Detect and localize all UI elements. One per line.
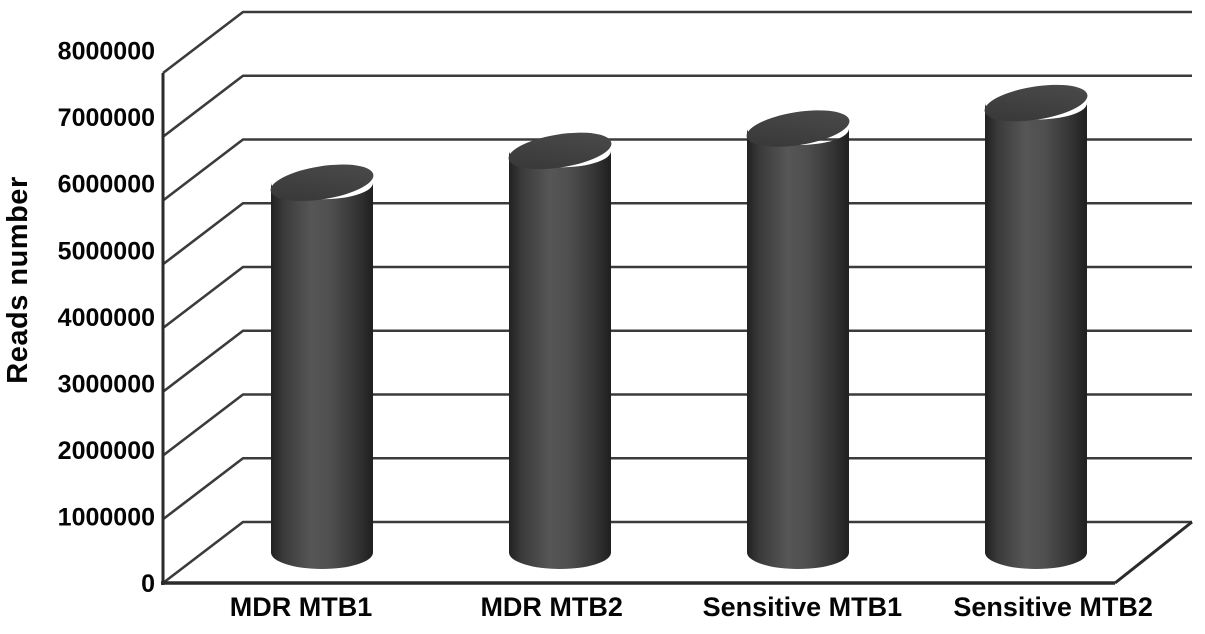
cylinder-bar-mdr-mtb2 [508,132,612,569]
cylinder-top-face [508,132,612,170]
gridline [162,329,1192,393]
cylinder-body [271,182,373,569]
y-tick-label: 4000000 [58,304,155,332]
gridline [162,520,1192,585]
cylinder-top-face [746,110,850,147]
cylinder-bar-mdr-mtb1 [270,164,374,569]
gridline [162,138,1192,202]
gridline [162,10,1192,75]
y-tick-label: 2000000 [58,437,155,465]
y-tick-label: 6000000 [58,171,155,199]
y-tick-label: 1000000 [58,503,155,531]
cylinder-top-face [270,164,374,201]
cylinder-bar-sensitive-mtb1 [746,110,850,569]
cylinder-body [747,128,849,569]
y-axis-title: Reads number [2,176,34,383]
cylinder-bar-sensitive-mtb2 [984,84,1088,569]
y-tick-label: 7000000 [58,104,155,132]
gridline [162,393,1192,457]
x-category-label: MDR MTB1 [230,592,373,622]
x-category-label: MDR MTB2 [480,592,623,622]
labels-group: Reads number 0 1000000 2000000 3000000 40000… [2,38,1153,622]
x-category-label: Sensitive MTB1 [703,592,903,622]
gridline [162,74,1192,138]
gridline [162,201,1192,266]
floor-right-edge-line [1114,520,1193,585]
y-tick-label: 3000000 [58,370,155,398]
x-category-label: Sensitive MTB2 [953,592,1153,622]
y-tick-label: 5000000 [58,237,155,265]
gridline [162,456,1192,521]
y-tick-label: 0 [141,570,155,598]
cylinder-body [985,103,1087,569]
cylinder-top-face [984,84,1088,122]
y-tick-label: 8000000 [58,38,155,66]
cylinder-body [509,150,611,569]
gridline [162,265,1192,330]
axes-group [161,73,1193,585]
bars-group [270,84,1088,569]
gridlines-group [162,10,1192,585]
